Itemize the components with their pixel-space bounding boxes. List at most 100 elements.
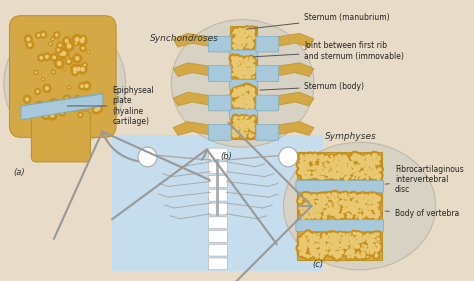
Circle shape (233, 54, 242, 63)
Circle shape (315, 173, 318, 176)
Circle shape (376, 204, 378, 206)
Circle shape (231, 116, 239, 124)
Circle shape (341, 168, 343, 170)
Circle shape (232, 44, 237, 49)
Circle shape (333, 170, 341, 178)
Circle shape (62, 51, 66, 56)
Circle shape (365, 236, 368, 239)
Circle shape (238, 74, 242, 77)
Circle shape (362, 203, 368, 210)
Circle shape (303, 210, 308, 214)
Circle shape (311, 216, 314, 219)
Circle shape (243, 63, 245, 65)
Circle shape (318, 195, 322, 200)
Circle shape (329, 244, 336, 251)
Circle shape (355, 158, 358, 161)
Circle shape (236, 89, 239, 93)
Circle shape (245, 99, 252, 106)
Circle shape (240, 74, 246, 81)
Circle shape (343, 237, 347, 241)
Circle shape (237, 58, 240, 61)
Circle shape (316, 172, 320, 177)
Circle shape (233, 126, 239, 133)
Circle shape (296, 197, 304, 205)
Circle shape (334, 192, 339, 198)
Circle shape (247, 102, 257, 112)
Circle shape (246, 44, 249, 46)
Circle shape (249, 33, 258, 42)
Circle shape (373, 206, 379, 212)
Circle shape (237, 72, 243, 79)
Circle shape (356, 238, 360, 242)
Circle shape (322, 194, 328, 200)
Circle shape (249, 41, 255, 46)
Circle shape (337, 238, 339, 241)
Circle shape (318, 243, 325, 250)
Circle shape (350, 202, 355, 207)
Circle shape (229, 56, 238, 65)
Circle shape (360, 250, 366, 257)
Circle shape (232, 57, 241, 65)
Bar (230, 55, 257, 80)
Circle shape (325, 163, 329, 168)
Circle shape (305, 158, 308, 162)
Circle shape (307, 174, 310, 178)
Circle shape (341, 233, 343, 235)
Circle shape (315, 243, 319, 247)
Circle shape (372, 245, 381, 255)
Circle shape (318, 195, 323, 200)
Circle shape (360, 199, 364, 203)
Circle shape (55, 101, 57, 103)
Circle shape (84, 84, 89, 88)
Circle shape (309, 198, 314, 203)
Circle shape (237, 118, 242, 123)
Circle shape (356, 164, 358, 167)
Circle shape (306, 201, 308, 203)
Circle shape (333, 214, 336, 216)
Circle shape (314, 165, 324, 174)
Circle shape (240, 94, 242, 96)
Circle shape (242, 121, 246, 125)
Circle shape (303, 191, 311, 199)
Circle shape (242, 66, 245, 69)
Circle shape (365, 198, 372, 206)
Circle shape (231, 31, 236, 35)
Circle shape (312, 234, 316, 238)
Circle shape (315, 254, 319, 257)
Circle shape (372, 174, 375, 178)
Circle shape (363, 159, 369, 166)
Circle shape (353, 205, 357, 209)
Circle shape (240, 123, 244, 127)
Circle shape (239, 88, 246, 96)
Circle shape (337, 154, 341, 158)
Circle shape (321, 208, 330, 218)
Circle shape (332, 244, 337, 250)
Circle shape (233, 40, 237, 45)
Circle shape (329, 206, 332, 209)
Circle shape (341, 192, 350, 201)
Circle shape (364, 167, 368, 171)
Circle shape (334, 206, 342, 214)
Circle shape (333, 207, 338, 212)
Circle shape (350, 249, 355, 254)
Circle shape (376, 242, 382, 248)
Circle shape (342, 158, 346, 162)
Circle shape (231, 91, 236, 96)
Circle shape (348, 236, 352, 240)
Circle shape (330, 207, 339, 216)
Circle shape (312, 173, 318, 179)
Circle shape (245, 33, 249, 37)
Circle shape (240, 71, 244, 75)
Circle shape (337, 211, 346, 220)
Circle shape (319, 159, 320, 162)
Circle shape (82, 62, 88, 68)
Circle shape (373, 199, 376, 202)
Circle shape (241, 92, 250, 101)
Circle shape (319, 155, 324, 160)
Circle shape (304, 233, 309, 237)
Circle shape (233, 134, 236, 138)
Circle shape (243, 99, 246, 102)
Circle shape (233, 103, 237, 107)
Circle shape (360, 203, 366, 209)
Polygon shape (21, 93, 103, 120)
